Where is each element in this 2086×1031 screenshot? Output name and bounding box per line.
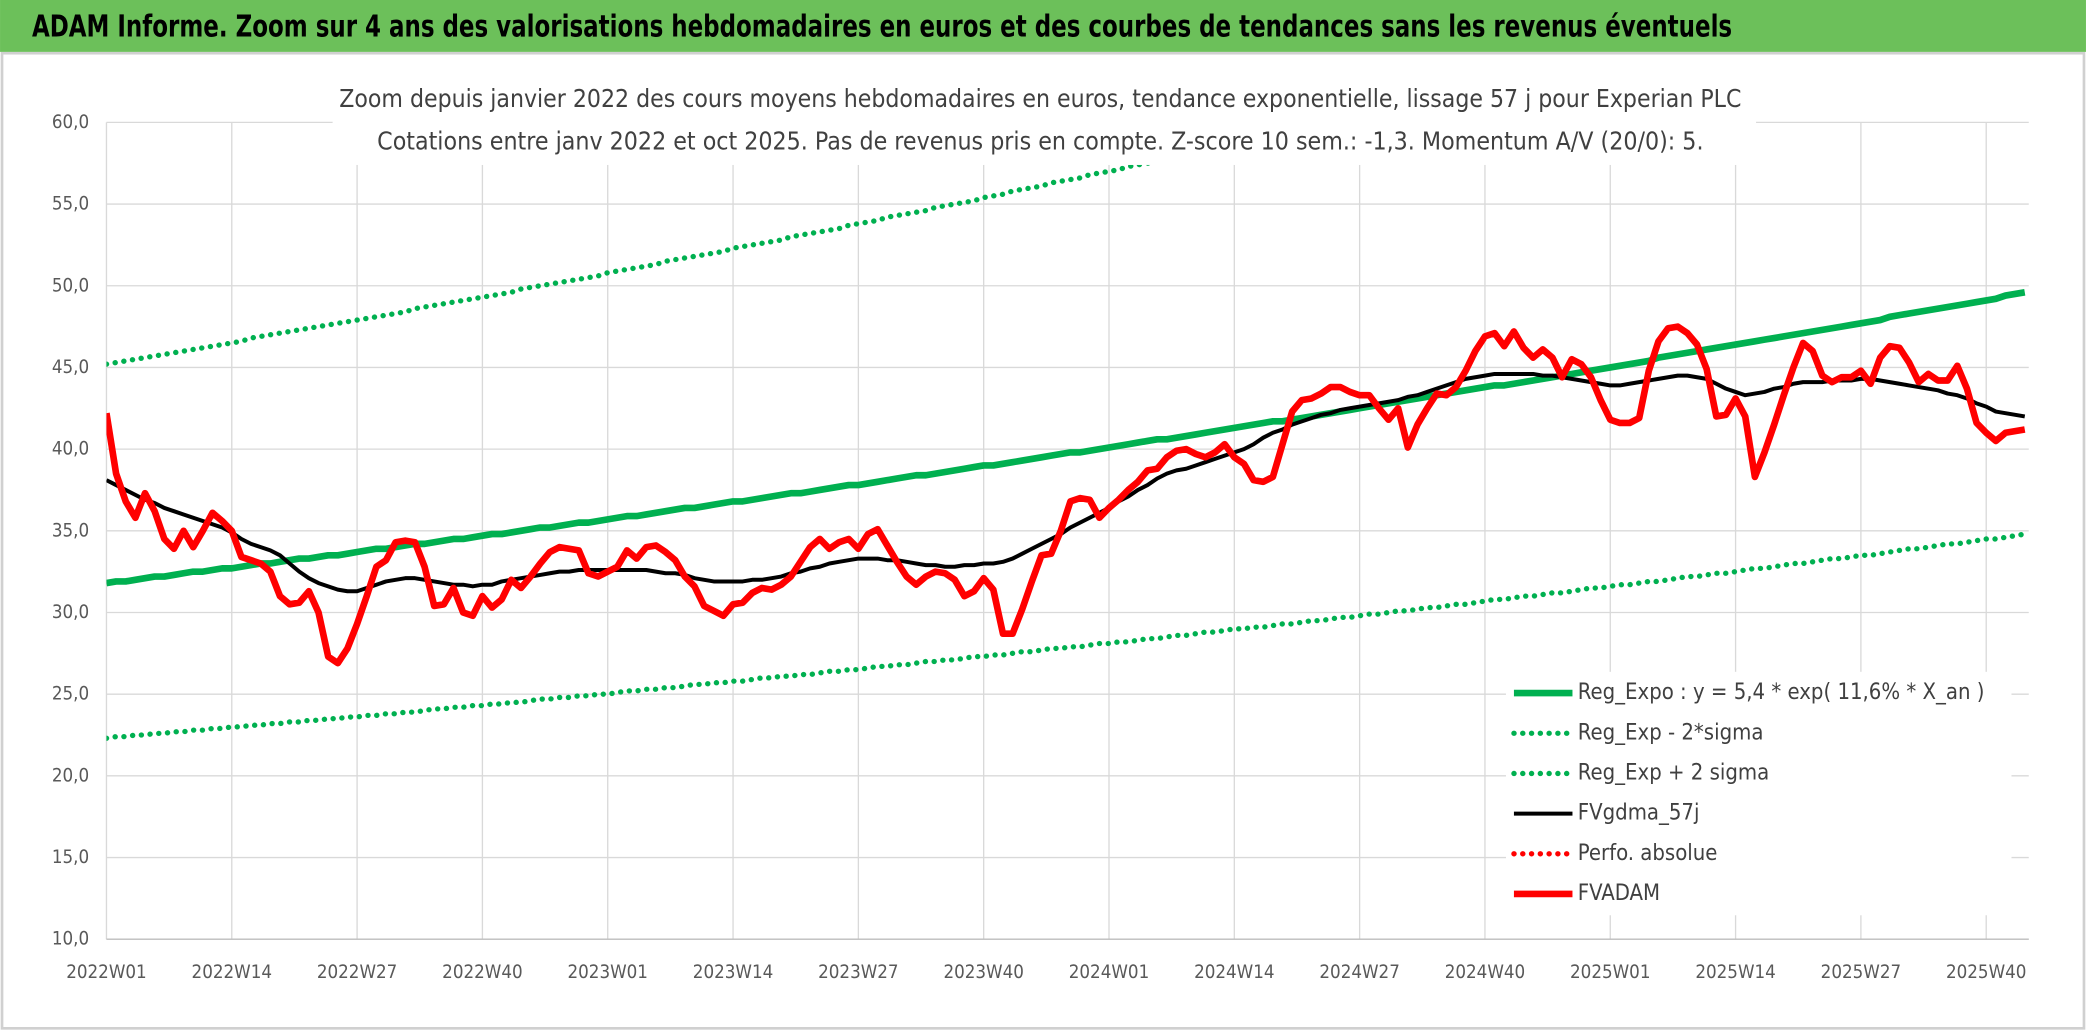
title-box [332, 77, 1757, 165]
y-tick-label: 35,0 [52, 520, 89, 541]
legend: Reg_Expo : y = 5,4 * exp( 11,6% * X_an )… [1505, 671, 2012, 916]
legend-label: Reg_Exp - 2*sigma [1578, 720, 1764, 745]
legend-label: Reg_Exp + 2 sigma [1578, 760, 1769, 785]
x-tick-label: 2022W01 [66, 962, 146, 983]
legend-label: Reg_Expo : y = 5,4 * exp( 11,6% * X_an ) [1578, 680, 1985, 705]
y-tick-label: 15,0 [52, 847, 89, 868]
header-title: ADAM Informe. Zoom sur 4 ans des valoris… [32, 9, 1732, 44]
series-line [106, 323, 2026, 667]
y-tick-label: 10,0 [52, 929, 89, 950]
y-tick-label: 30,0 [52, 602, 89, 623]
x-tick-label: 2023W27 [818, 962, 898, 983]
series-line [106, 531, 2028, 741]
y-tick-label: 55,0 [52, 194, 89, 215]
series-line [106, 122, 1344, 367]
y-tick-label: 20,0 [52, 765, 89, 786]
x-tick-label: 2022W27 [317, 962, 397, 983]
x-tick-label: 2023W14 [693, 962, 773, 983]
x-tick-label: 2022W14 [192, 962, 272, 983]
x-tick-label: 2024W40 [1445, 962, 1525, 983]
x-tick-label: 2022W40 [442, 962, 522, 983]
legend-label: Perfo. absolue [1578, 841, 1718, 866]
y-tick-label: 25,0 [52, 684, 89, 705]
legend-label: FVgdma_57j [1578, 801, 1700, 826]
plot-lines [106, 122, 2028, 741]
chart-title: Zoom depuis janvier 2022 des cours moyen… [339, 84, 1741, 113]
y-tick-label: 45,0 [52, 357, 89, 378]
x-tick-label: 2025W01 [1570, 962, 1650, 983]
series-line [106, 289, 2026, 587]
x-tick-label: 2024W14 [1194, 962, 1274, 983]
x-tick-label: 2025W40 [1946, 962, 2026, 983]
x-tick-label: 2023W01 [567, 962, 647, 983]
y-tick-label: 40,0 [52, 439, 89, 460]
y-tick-label: 60,0 [52, 112, 89, 133]
chart-subtitle: Cotations entre janv 2022 et oct 2025. P… [377, 126, 1703, 155]
legend-box [1505, 671, 2012, 916]
x-tick-label: 2023W40 [943, 962, 1023, 983]
x-tick-label: 2025W27 [1821, 962, 1901, 983]
chart-frame [0, 51, 2086, 1030]
x-tick-label: 2025W14 [1695, 962, 1775, 983]
x-tick-label: 2024W27 [1319, 962, 1399, 983]
legend-label: FVADAM [1578, 881, 1660, 906]
y-tick-label: 50,0 [52, 275, 89, 296]
header-bar [0, 0, 2086, 52]
x-tick-label: 2024W01 [1069, 962, 1149, 983]
